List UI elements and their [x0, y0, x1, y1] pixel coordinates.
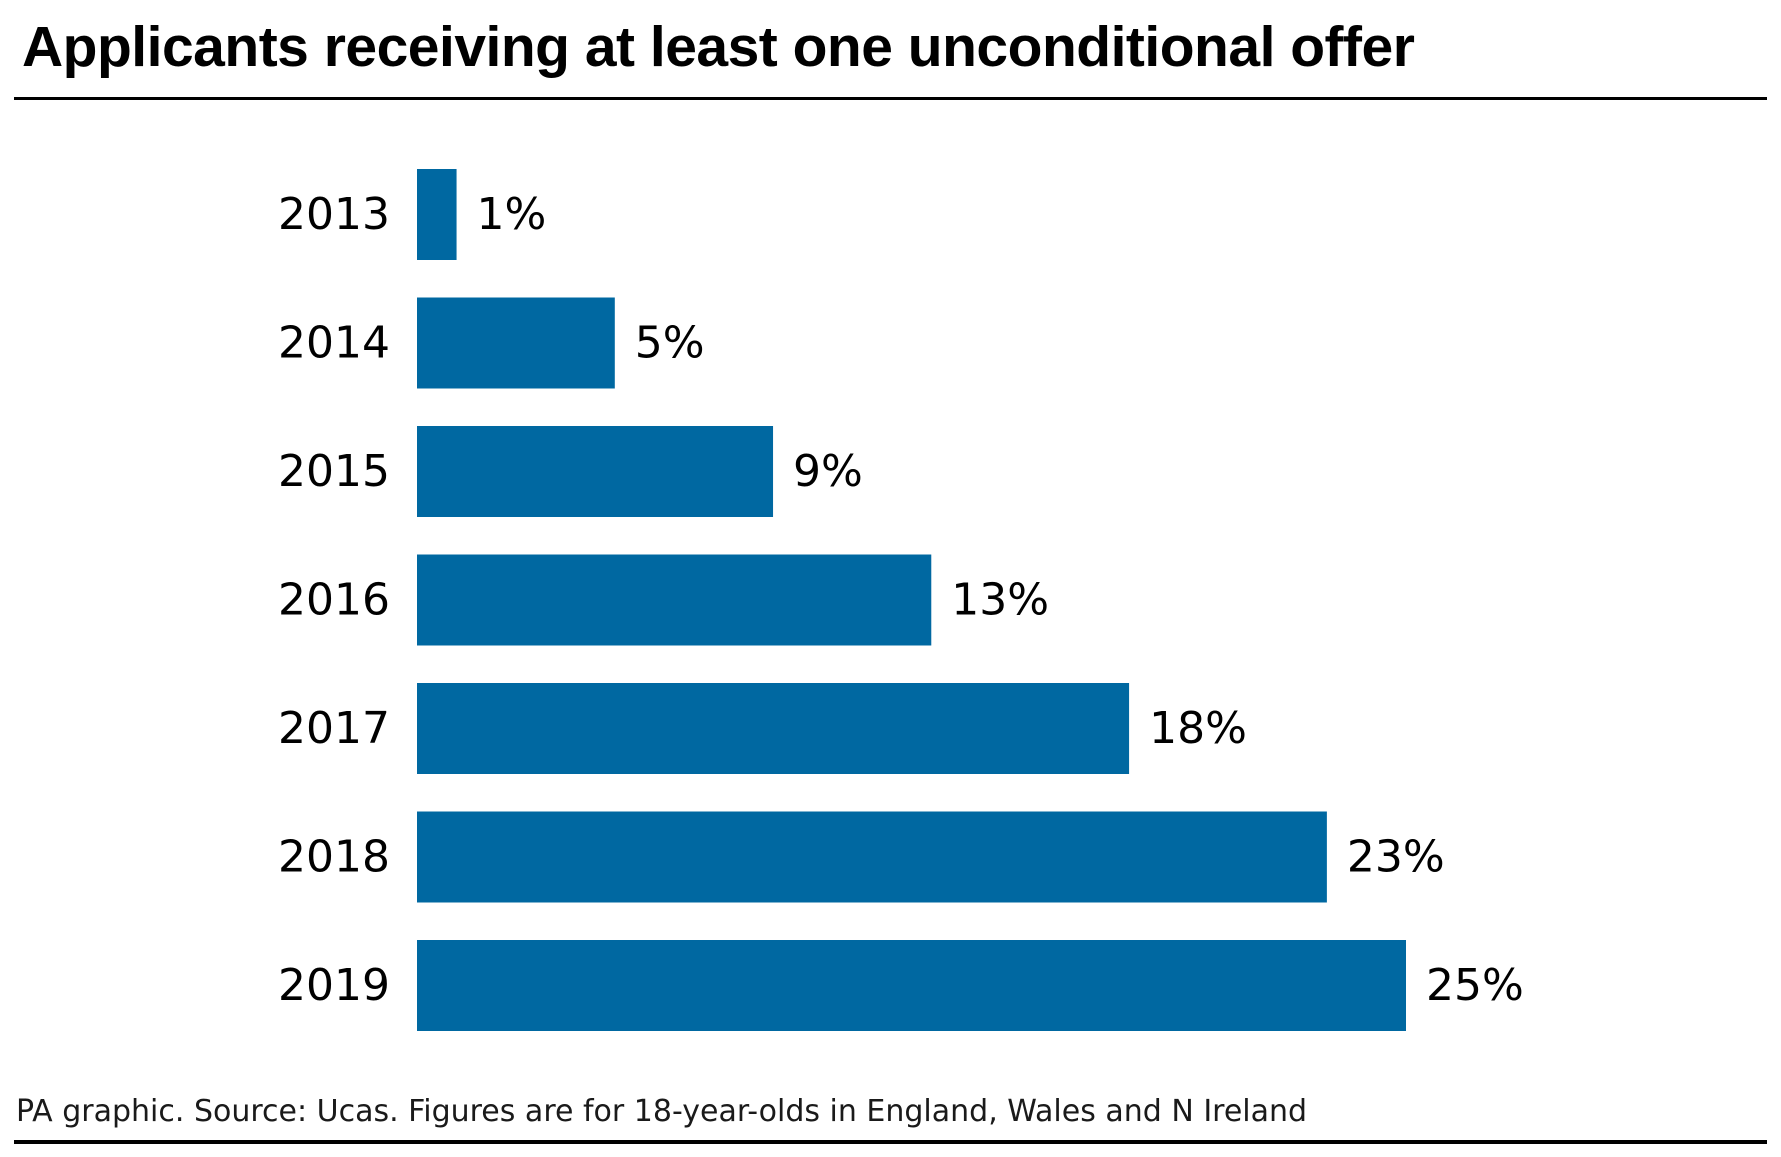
category-label-2019: 2019: [278, 960, 390, 1011]
bar-2015: [417, 426, 774, 517]
bar-2019: [417, 940, 1406, 1031]
bar-2016: [417, 554, 932, 646]
category-label-2017: 2017: [278, 703, 390, 754]
bottom-divider: [14, 1140, 1767, 1144]
value-label-2019: 25%: [1426, 960, 1524, 1011]
bar-2014: [417, 297, 615, 389]
bar-2018: [417, 811, 1327, 903]
value-label-2015: 9%: [793, 446, 863, 497]
category-label-2014: 2014: [278, 318, 390, 369]
category-label-2015: 2015: [278, 446, 390, 497]
value-label-2017: 18%: [1149, 703, 1247, 754]
category-label-2013: 2013: [278, 189, 390, 240]
bars-layer: 2013 1% 2014 5% 2015 9% 2016 13% 2017 18% 2018 23% 2…: [278, 169, 1524, 1031]
bar-2013: [417, 169, 457, 260]
value-label-2016: 13%: [951, 575, 1049, 626]
value-label-2018: 23%: [1347, 832, 1445, 883]
source-note: PA graphic. Source: Ucas. Figures are fo…: [16, 1094, 1308, 1129]
value-label-2013: 1%: [477, 189, 547, 240]
chart-title: Applicants receiving at least one uncond…: [22, 15, 1415, 79]
category-label-2016: 2016: [278, 575, 390, 626]
category-label-2018: 2018: [278, 832, 390, 883]
title-divider: [14, 97, 1767, 100]
bar-2017: [417, 683, 1130, 774]
value-label-2014: 5%: [635, 318, 705, 369]
